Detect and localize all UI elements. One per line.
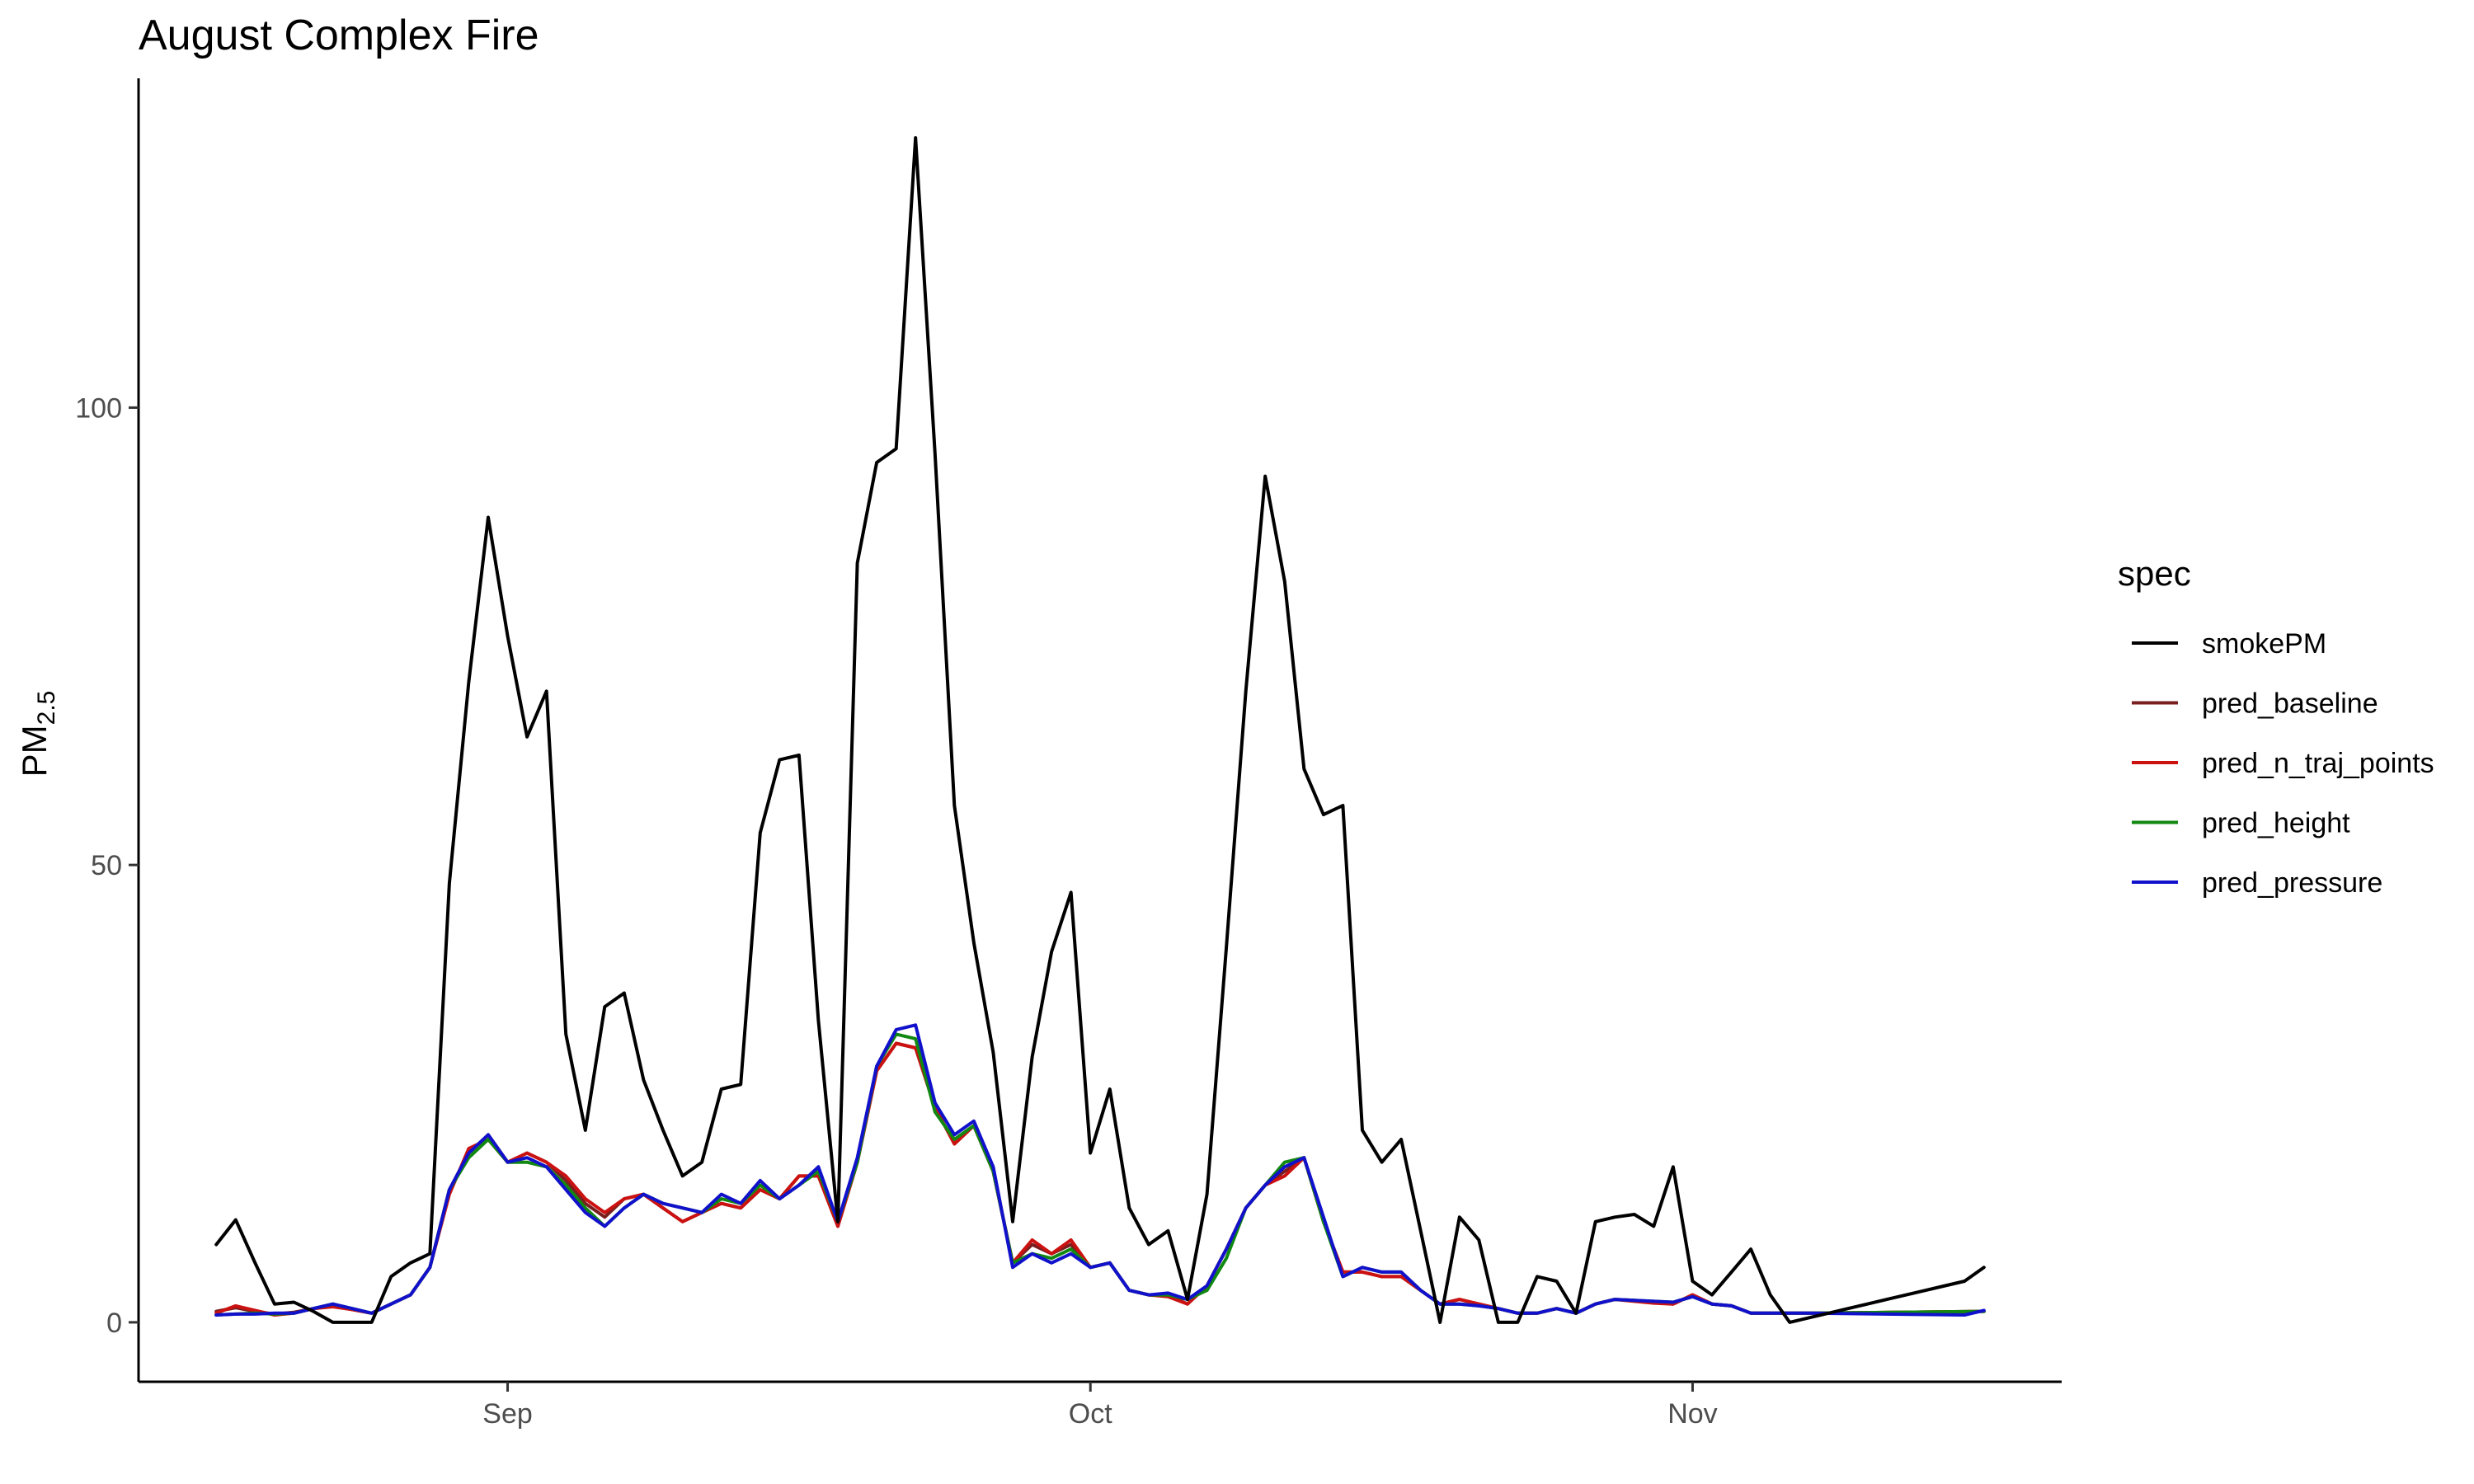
y-tick-label: 50 <box>91 850 122 881</box>
legend-item-pred-baseline: pred_baseline <box>2132 688 2378 720</box>
y-tick-label: 100 <box>75 392 122 424</box>
x-tick-label: Oct <box>1069 1398 1112 1430</box>
x-tick-label: Nov <box>1667 1398 1717 1430</box>
legend-item-pred-n-traj-points: pred_n_traj_points <box>2132 748 2434 779</box>
y-tick-label: 0 <box>106 1308 122 1339</box>
series-line-smokePM <box>214 136 1986 1324</box>
legend-label: pred_pressure <box>2202 867 2382 899</box>
legend-label: smokePM <box>2202 628 2326 660</box>
x-tick-label: Sep <box>482 1398 533 1430</box>
legend-label: pred_baseline <box>2202 688 2378 720</box>
legend-item-pred-pressure: pred_pressure <box>2132 867 2382 899</box>
legend-item-smokePM: smokePM <box>2132 628 2326 660</box>
y-axis-title: PM2.5 <box>15 691 60 777</box>
legend-label: pred_n_traj_points <box>2202 748 2434 779</box>
y-axis-title-main: PM <box>15 725 54 777</box>
axes-layer: 0 50 100 Sep Oct Nov <box>75 78 2062 1430</box>
legend: smokePM pred_baseline pred_n_traj_pointspr… <box>2132 628 2434 899</box>
legend-title: spec <box>2118 554 2191 593</box>
series-layer <box>214 136 1986 1324</box>
y-axis-title-sub: 2.5 <box>33 691 60 726</box>
chart-title: August Complex Fire <box>139 12 539 59</box>
legend-item-pred-height: pred_height <box>2132 808 2350 839</box>
legend-label: pred_height <box>2202 808 2350 839</box>
